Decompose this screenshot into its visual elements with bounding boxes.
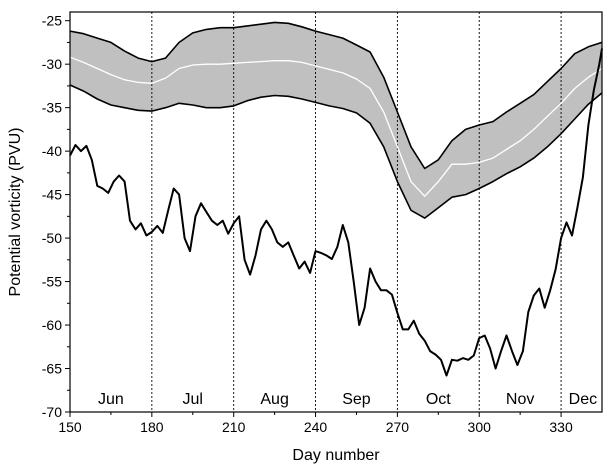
y-tick-label: -50: [42, 230, 62, 246]
series-band-lower: [69, 84, 603, 219]
y-tick-label: -35: [42, 100, 62, 116]
x-tick-label: 240: [304, 419, 328, 435]
series-band-upper: [69, 21, 603, 170]
series-layer: [69, 21, 603, 377]
month-label: Nov: [506, 391, 534, 408]
x-tick-label: 330: [549, 419, 573, 435]
x-axis-title: Day number: [292, 447, 380, 464]
y-tick-label: -45: [42, 187, 62, 203]
month-label: Dec: [569, 391, 597, 408]
y-tick-label: -30: [42, 56, 62, 72]
band-fill: [70, 22, 602, 219]
y-axis-title: Potential vorticity (PVU): [7, 128, 24, 297]
month-label: Sep: [342, 391, 371, 408]
x-tick-label: 300: [468, 419, 492, 435]
y-tick-label: -40: [42, 143, 62, 159]
month-divider-layer: [151, 12, 562, 412]
month-label: Oct: [426, 391, 451, 408]
month-label-layer: Jun Jul Aug Sep Oct Nov Dec: [98, 391, 597, 408]
y-tick-label: -70: [42, 404, 62, 420]
x-axis: 150 180 210 240 270 300 330: [58, 412, 573, 435]
month-label: Jun: [98, 391, 124, 408]
y-tick-label: -65: [42, 361, 62, 377]
y-tick-label: -25: [42, 13, 62, 29]
y-axis: -70 -65 -60 -55 -50 -45 -40 -35 -30 -25: [42, 13, 70, 420]
x-tick-label: 210: [222, 419, 246, 435]
series-mean: [69, 56, 603, 197]
y-tick-label: -55: [42, 274, 62, 290]
month-label: Aug: [260, 391, 288, 408]
series-black-curve: [69, 48, 603, 377]
x-tick-label: 180: [140, 419, 164, 435]
band-layer: [70, 22, 602, 219]
x-tick-label: 270: [386, 419, 410, 435]
x-tick-label: 150: [58, 419, 82, 435]
y-tick-label: -60: [42, 317, 62, 333]
month-label: Jul: [183, 391, 203, 408]
plot-frame: [69, 11, 603, 413]
